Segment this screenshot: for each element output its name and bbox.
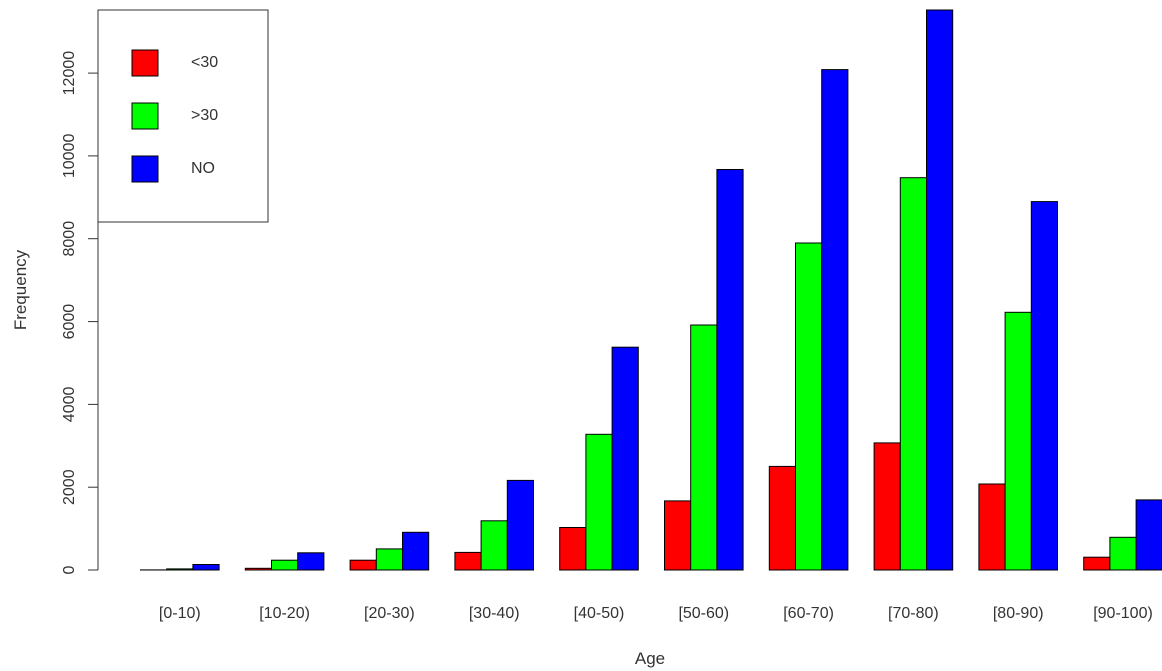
bar-7-series-1	[768, 465, 796, 571]
x-axis-labels: [0-10) [10-20) [20-30) [30-40) [40-50) [50-60…	[159, 605, 1153, 622]
x-axis-title: Age	[635, 649, 665, 668]
y-tick-label: 10000	[61, 134, 78, 179]
y-axis-title: Frequency	[11, 249, 30, 330]
x-tick-label: [0-10)	[159, 605, 201, 622]
bar-4-series-1	[454, 551, 482, 571]
x-tick-label: [20-30)	[364, 605, 415, 622]
bar-7-series-2	[795, 242, 823, 571]
bar-10-series-3	[1135, 499, 1162, 571]
bar-8-series-2	[899, 177, 927, 571]
legend-swatch	[131, 49, 159, 77]
legend-box	[97, 9, 269, 223]
x-tick-label: [50-60)	[678, 605, 729, 622]
bar-2-series-1	[244, 567, 273, 571]
bar-8-series-1	[873, 442, 901, 571]
bar-2-series-2	[271, 559, 299, 571]
legend-swatch	[131, 155, 159, 183]
legend-label: NO	[191, 160, 215, 177]
bar-2-series-3	[297, 552, 325, 571]
bar-9-series-2	[1004, 311, 1032, 571]
legend: <30 >30 NO	[97, 9, 269, 223]
bar-5-series-2	[585, 433, 613, 571]
bar-6-series-2	[690, 324, 718, 571]
bar-3-series-2	[375, 548, 403, 571]
bar-9-series-1	[978, 483, 1006, 571]
y-axis: 0 2000 4000 6000 8000 10000 12000	[61, 51, 99, 574]
y-tick-label: 4000	[61, 387, 78, 423]
bar-4-series-2	[480, 520, 508, 571]
legend-swatch	[131, 102, 159, 130]
bar-5-series-3	[611, 346, 639, 571]
bar-6-series-3	[716, 169, 744, 571]
y-tick-label: 12000	[61, 51, 78, 96]
x-tick-label: [40-50)	[574, 605, 625, 622]
bar-7-series-3	[821, 69, 849, 571]
bar-3-series-1	[349, 559, 377, 571]
bar-4-series-3	[506, 479, 534, 571]
y-tick-label: 0	[61, 565, 78, 574]
bar-9-series-3	[1030, 201, 1059, 571]
bar-3-series-3	[402, 531, 430, 571]
bar-1-series-3	[192, 564, 220, 571]
y-tick-label: 8000	[61, 221, 78, 257]
bars-layer	[140, 9, 1162, 571]
bar-8-series-3	[926, 9, 954, 571]
x-tick-label: [30-40)	[469, 605, 520, 622]
y-tick-label: 6000	[61, 304, 78, 340]
x-tick-label: [60-70)	[783, 605, 834, 622]
bar-5-series-1	[559, 527, 587, 571]
x-tick-label: [70-80)	[888, 605, 939, 622]
legend-label: >30	[191, 107, 218, 124]
bar-10-series-2	[1109, 536, 1137, 571]
x-tick-label: [10-20)	[259, 605, 310, 622]
x-tick-label: [90-100)	[1093, 605, 1153, 622]
x-tick-label: [80-90)	[993, 605, 1044, 622]
bar-10-series-1	[1083, 556, 1111, 571]
legend-label: <30	[191, 54, 218, 71]
bar-1-series-2	[166, 568, 194, 571]
bar-6-series-1	[664, 500, 692, 571]
y-tick-label: 2000	[61, 469, 78, 505]
